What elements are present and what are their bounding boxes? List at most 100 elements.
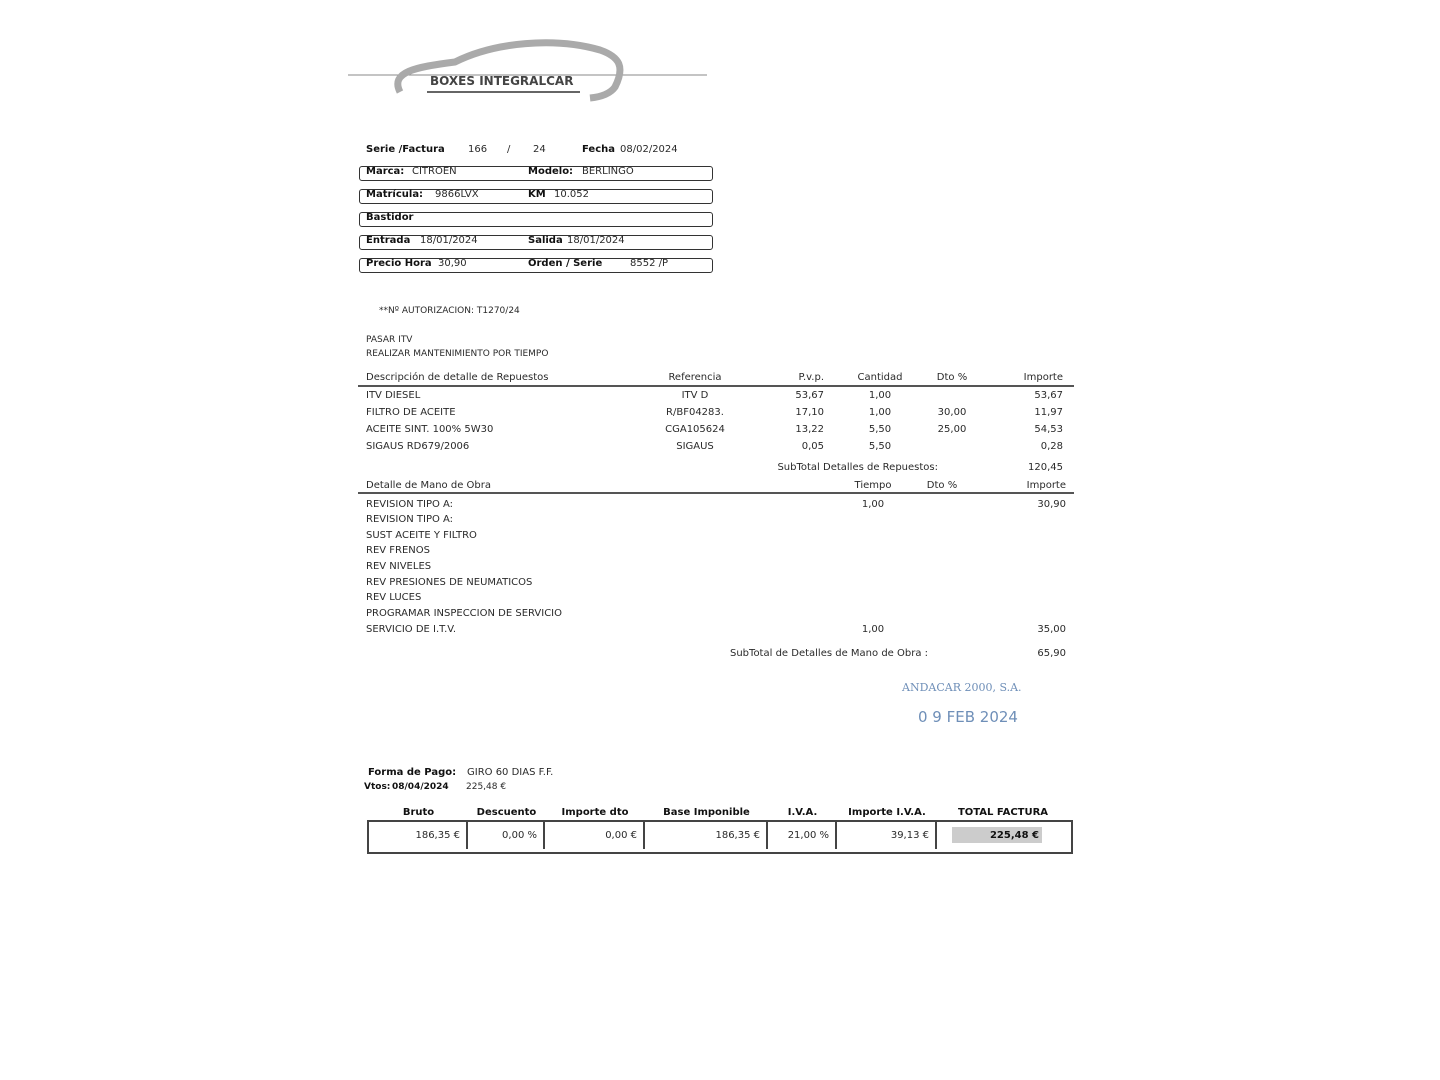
parts-cell: 11,97 [1034, 407, 1063, 418]
parts-cell: SIGAUS [676, 441, 714, 452]
vtos-date: 08/04/2024 [392, 782, 449, 792]
serie-value: 166 [468, 144, 488, 155]
parts-header-0: Descripción de detalle de Repuestos [366, 372, 549, 383]
totals-value-5: 39,13 € [890, 830, 929, 841]
entrada-label: Entrada [366, 235, 411, 246]
totals-header-0: Bruto [402, 807, 435, 818]
parts-header-2: P.v.p. [798, 372, 825, 383]
parts-cell: 17,10 [795, 407, 824, 418]
labor-cell: REV FRENOS [366, 545, 431, 556]
parts-header-4: Dto % [936, 372, 968, 383]
labor-cell: REVISION TIPO A: [366, 499, 454, 510]
parts-cell: FILTRO DE ACEITE [366, 407, 456, 418]
parts-cell: R/BF04283. [666, 407, 724, 418]
parts-cell: 53,67 [1034, 390, 1063, 401]
matricula-value: 9866LVX [435, 189, 479, 200]
orden-value: 8552 /P [630, 258, 669, 269]
parts-header-3: Cantidad [857, 372, 903, 383]
autorizacion: **Nº AUTORIZACION: T1270/24 [379, 306, 520, 316]
marca-box [359, 166, 713, 181]
labor-cell: PROGRAMAR INSPECCION DE SERVICIO [366, 608, 563, 619]
company-logo: BOXES INTEGRALCAR [345, 32, 710, 102]
totals-cell-border [837, 821, 937, 849]
totals-cell-border [768, 821, 837, 849]
parts-cell: 13,22 [795, 424, 824, 435]
parts-header-5: Importe [1023, 372, 1063, 383]
total-highlight [952, 827, 1042, 843]
vtos-label: Vtos: [364, 782, 391, 792]
note-line-2: REALIZAR MANTENIMIENTO POR TIEMPO [366, 349, 549, 359]
matricula-box [359, 189, 713, 204]
totals-value-6: 225,48 € [989, 830, 1039, 841]
modelo-label: Modelo: [528, 166, 574, 177]
totals-value-1: 0,00 % [502, 830, 537, 841]
totals-header-2: Importe dto [561, 807, 629, 818]
labor-header-rule [358, 492, 1074, 494]
parts-cell: CGA105624 [665, 424, 725, 435]
entrada-box [359, 235, 713, 250]
parts-cell: 1,00 [868, 407, 892, 418]
fecha-label: Fecha [582, 144, 616, 155]
parts-subtotal-value: 120,45 [1028, 462, 1063, 473]
orden-label: Orden / Serie [528, 258, 603, 269]
totals-value-3: 186,35 € [715, 830, 760, 841]
totals-cell-border [468, 821, 545, 849]
serie-separator: / [507, 144, 511, 155]
parts-cell: SIGAUS RD679/2006 [366, 441, 470, 452]
parts-cell: 1,00 [868, 390, 892, 401]
labor-cell: REV LUCES [366, 592, 422, 603]
parts-cell: 0,05 [801, 441, 824, 452]
stamp-company: ANDACAR 2000, S.A. [902, 681, 1022, 694]
salida-label: Salida [528, 235, 563, 246]
labor-subtotal-label: SubTotal de Detalles de Mano de Obra : [730, 648, 928, 659]
parts-header-rule [358, 385, 1074, 387]
totals-value-2: 0,00 € [605, 830, 637, 841]
parts-cell: 30,00 [937, 407, 967, 418]
labor-cell: 30,90 [1037, 499, 1066, 510]
salida-value: 18/01/2024 [567, 235, 625, 246]
totals-header-3: Base Imponible [663, 807, 750, 818]
km-value: 10.052 [554, 189, 589, 200]
parts-cell: ITV DIESEL [366, 390, 421, 401]
precio-label: Precio Hora [366, 258, 432, 269]
logo-text: BOXES INTEGRALCAR [430, 74, 574, 88]
parts-subtotal-label: SubTotal Detalles de Repuestos: [777, 462, 938, 473]
vtos-amount: 225,48 € [466, 782, 507, 792]
labor-cell: SERVICIO DE I.T.V. [366, 624, 456, 635]
labor-cell: 35,00 [1037, 624, 1066, 635]
marca-label: Marca: [366, 166, 405, 177]
matricula-label: Matrícula: [366, 189, 424, 200]
modelo-value: BERLINGO [582, 166, 634, 177]
labor-header-1: Tiempo [854, 480, 892, 491]
totals-box [367, 820, 1073, 854]
totals-cell-border [545, 821, 645, 849]
parts-cell: 0,28 [1040, 441, 1063, 452]
totals-cell-border [645, 821, 768, 849]
bastidor-label: Bastidor [366, 212, 414, 223]
bastidor-box [359, 212, 713, 227]
labor-header-3: Importe [1026, 480, 1066, 491]
labor-header-0: Detalle de Mano de Obra [366, 480, 491, 491]
totals-header-6: TOTAL FACTURA [957, 807, 1049, 818]
totals-value-0: 186,35 € [415, 830, 460, 841]
car-silhouette-icon [348, 39, 707, 102]
stamp-date: 0 9 FEB 2024 [918, 708, 1018, 726]
labor-cell: REVISION TIPO A: [366, 514, 454, 525]
totals-value-4: 21,00 % [787, 830, 829, 841]
labor-cell: SUST ACEITE Y FILTRO [366, 530, 477, 541]
precio-box [359, 258, 713, 273]
marca-value: CITROEN [412, 166, 457, 177]
forma-pago-value: GIRO 60 DIAS F.F. [467, 767, 554, 778]
labor-header-2: Dto % [926, 480, 958, 491]
totals-cell-border [369, 821, 468, 849]
forma-pago-label: Forma de Pago: [368, 767, 457, 778]
parts-cell: 25,00 [937, 424, 967, 435]
km-label: KM [528, 189, 546, 200]
parts-header-1: Referencia [668, 372, 722, 383]
precio-value: 30,90 [438, 258, 467, 269]
labor-cell: 1,00 [861, 624, 885, 635]
note-line-1: PASAR ITV [366, 335, 413, 345]
parts-cell: 5,50 [868, 441, 892, 452]
parts-cell: ITV D [681, 390, 709, 401]
